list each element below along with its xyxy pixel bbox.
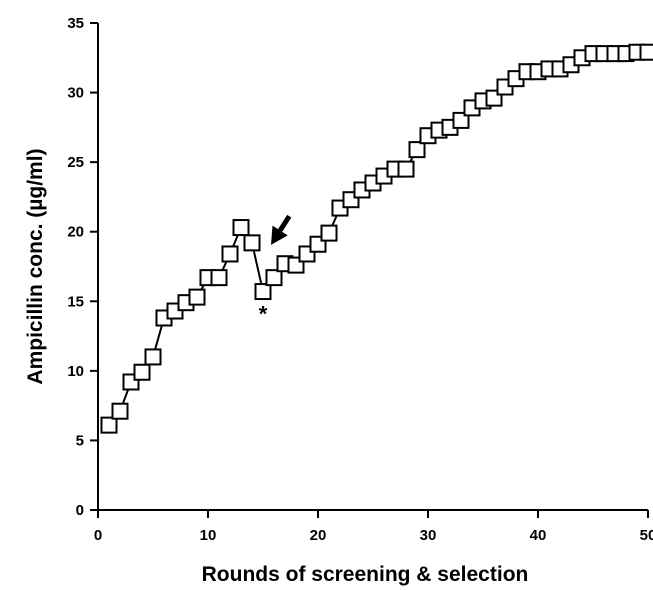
arrow-head <box>271 225 288 245</box>
data-point-marker <box>397 160 415 178</box>
data-point-marker <box>639 43 653 61</box>
y-tick-label: 35 <box>67 15 84 32</box>
y-axis-title: Ampicillin conc. (µg/ml) <box>24 148 47 384</box>
annotations: * <box>259 214 292 327</box>
data-point-marker <box>210 269 228 287</box>
x-axis-title: Rounds of screening & selection <box>202 563 529 586</box>
series-line <box>108 51 648 426</box>
y-tick-label: 20 <box>67 224 84 241</box>
arrow-shaft <box>278 214 292 232</box>
asterisk-annotation: * <box>259 302 268 327</box>
data-point-marker <box>221 245 239 263</box>
y-tick-label: 25 <box>67 154 84 171</box>
data-point-marker <box>232 219 250 237</box>
series-markers <box>100 43 653 434</box>
x-tick-label: 10 <box>200 527 217 544</box>
data-point-marker <box>144 348 162 366</box>
y-ticks: 0 5 10 15 20 25 30 35 <box>67 15 98 519</box>
x-tick-label: 20 <box>310 527 327 544</box>
y-tick-label: 10 <box>67 363 84 380</box>
data-point-marker <box>100 416 118 434</box>
data-point-marker <box>243 234 261 252</box>
x-ticks: 0 10 20 30 40 50 <box>94 510 653 544</box>
y-tick-label: 30 <box>67 85 84 102</box>
data-point-marker <box>265 269 283 287</box>
y-tick-label: 0 <box>76 502 84 519</box>
data-point-marker <box>408 141 426 159</box>
data-point-marker <box>254 283 272 301</box>
y-tick-label: 5 <box>76 432 84 449</box>
data-point-marker <box>111 402 129 420</box>
y-tick-label: 15 <box>67 293 84 310</box>
x-tick-label: 0 <box>94 527 102 544</box>
x-tick-label: 40 <box>530 527 547 544</box>
data-point-marker <box>188 288 206 306</box>
x-tick-label: 50 <box>640 527 653 544</box>
data-point-marker <box>133 363 151 381</box>
x-tick-label: 30 <box>420 527 437 544</box>
data-point-marker <box>320 224 338 242</box>
data-point-marker <box>452 111 470 129</box>
